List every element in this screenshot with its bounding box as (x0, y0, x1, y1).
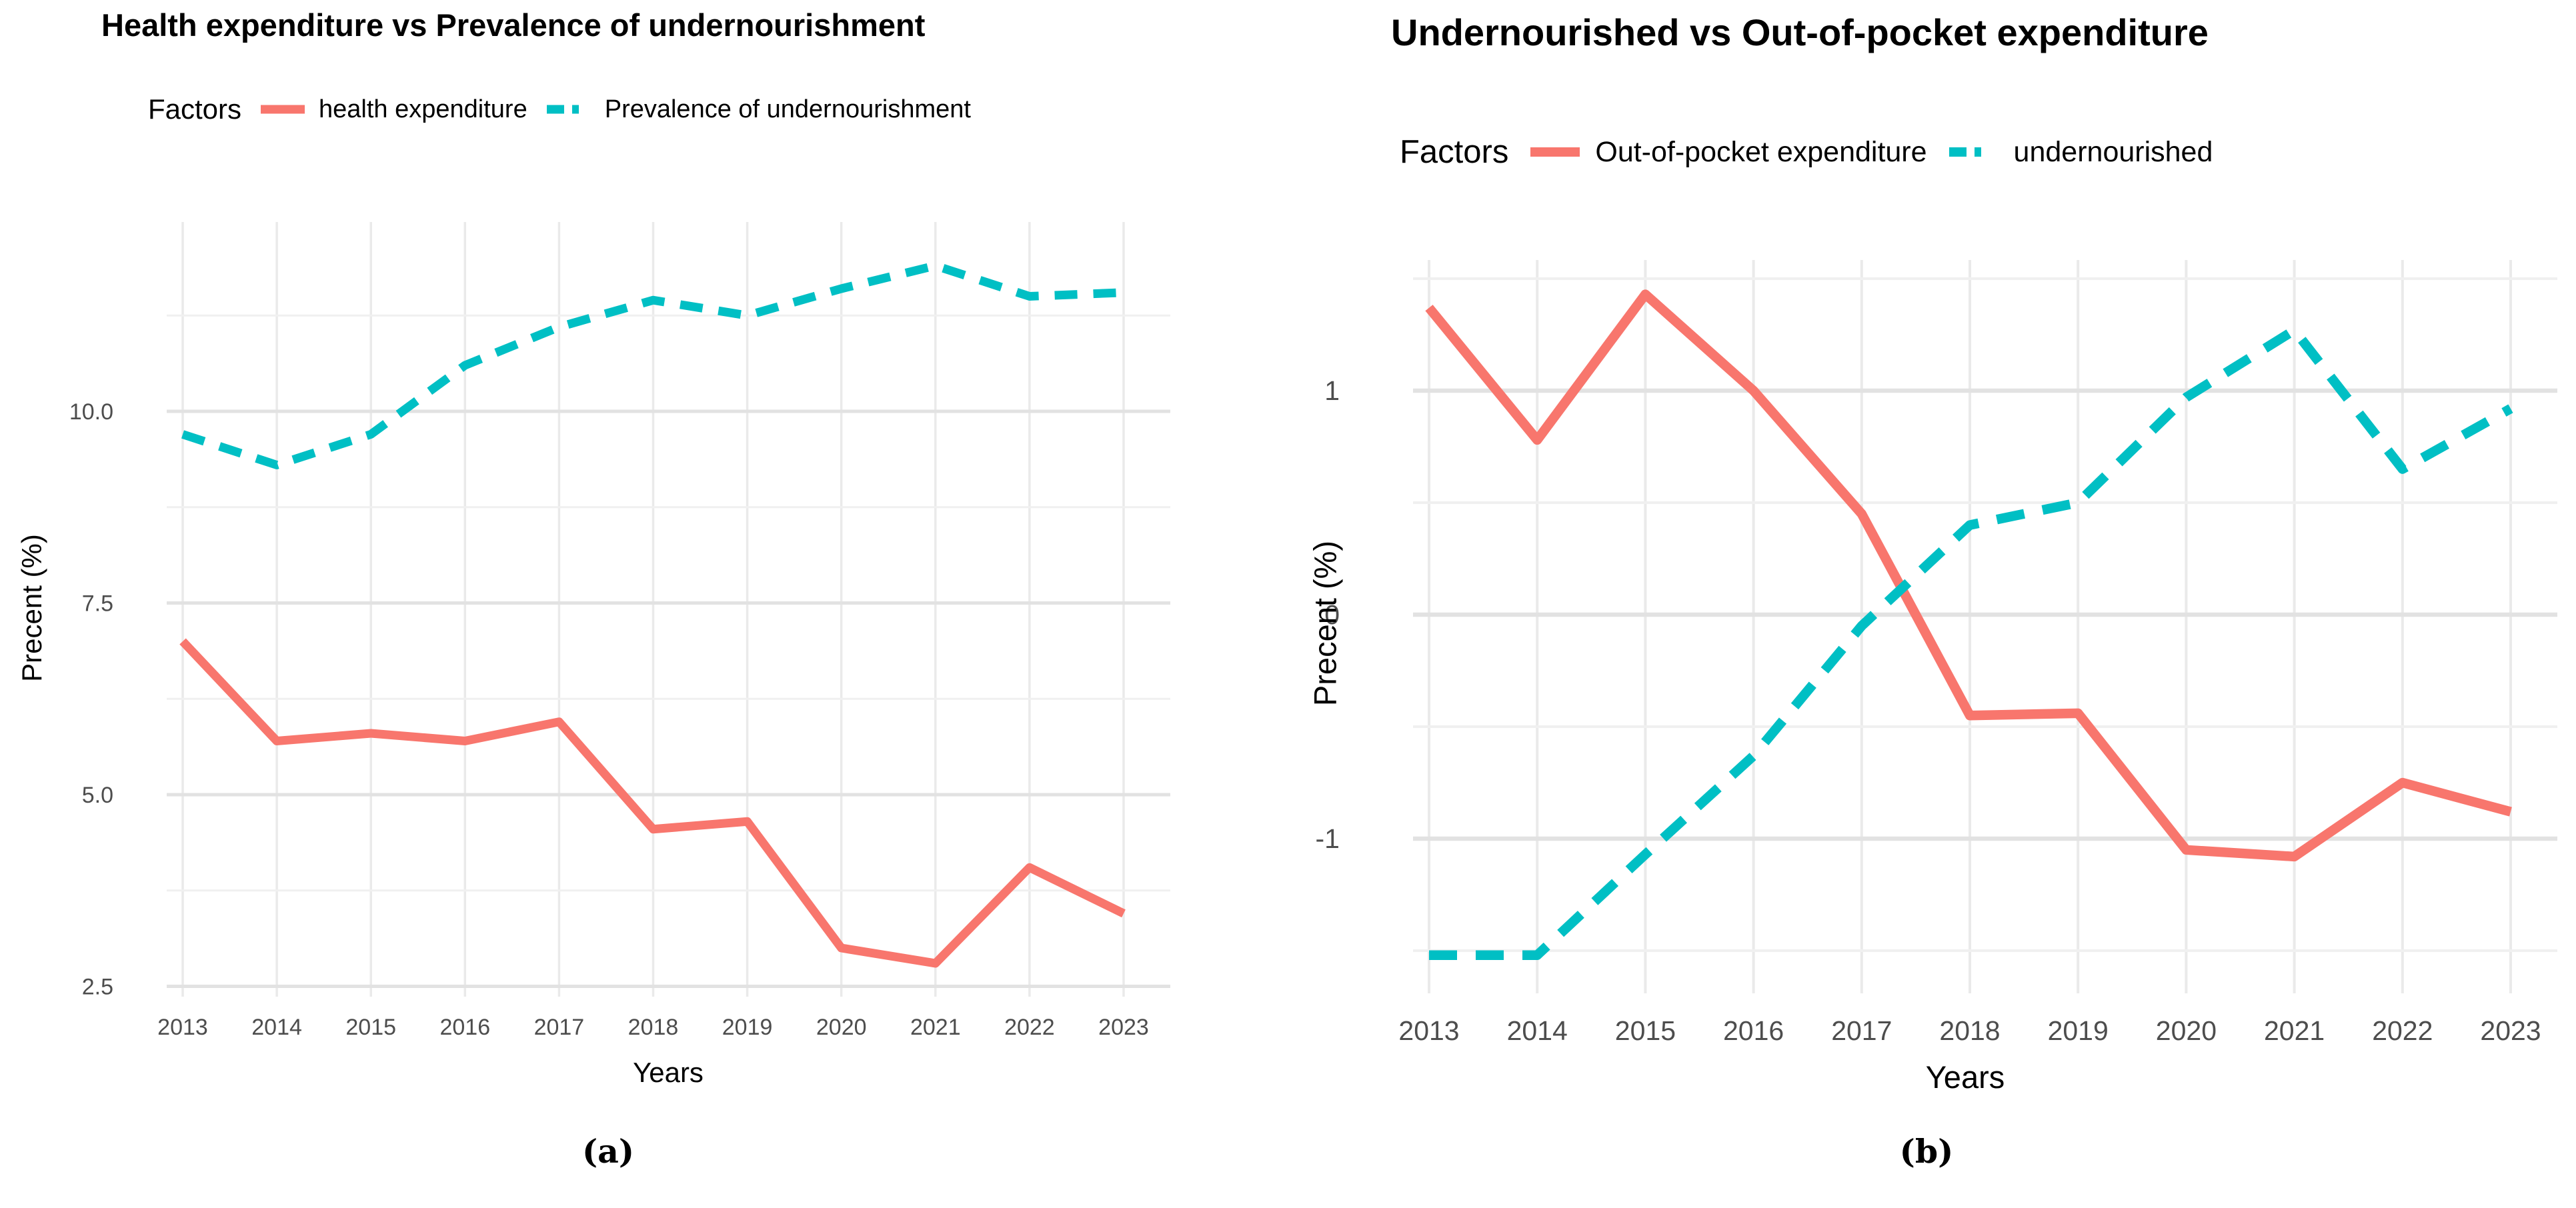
svg-text:-1: -1 (1316, 823, 1340, 854)
caption-b: (b) (1899, 1132, 1954, 1171)
svg-text:2023: 2023 (1098, 1015, 1149, 1040)
svg-text:2014: 2014 (1507, 1015, 1568, 1046)
legend-label: Out-of-pocket expenditure (1595, 135, 1927, 168)
svg-text:2013: 2013 (1398, 1015, 1459, 1046)
svg-text:2.5: 2.5 (82, 975, 113, 1000)
legend-item-health-expenditure: health expenditure (259, 95, 527, 124)
x-axis-title: Years (1925, 1059, 2005, 1095)
svg-text:1: 1 (1324, 375, 1340, 406)
svg-text:2015: 2015 (345, 1015, 396, 1040)
legend-key-solid-line-icon (261, 105, 305, 114)
svg-text:5.0: 5.0 (82, 783, 113, 808)
chart-b: Undernourished vs Out-of-pocket expendit… (1288, 0, 2576, 1208)
svg-text:2019: 2019 (2048, 1015, 2109, 1046)
chart-b-title: Undernourished vs Out-of-pocket expendit… (1391, 11, 2209, 53)
svg-text:10.0: 10.0 (69, 399, 113, 425)
svg-text:2013: 2013 (157, 1015, 208, 1040)
svg-text:2014: 2014 (251, 1015, 302, 1040)
plot-area-b: -1 0 1 2013 2014 2015 2016 2017 2018 2019 2020 2021… (1316, 260, 2557, 1046)
svg-text:2018: 2018 (628, 1015, 679, 1040)
svg-text:2018: 2018 (1939, 1015, 2000, 1046)
chart-b-legend: Factors Out-of-pocket expenditure undern… (1400, 133, 2213, 171)
svg-text:2020: 2020 (2156, 1015, 2217, 1046)
chart-a-title: Health expenditure vs Prevalence of unde… (101, 7, 926, 43)
svg-text:2022: 2022 (2372, 1015, 2433, 1046)
svg-text:2017: 2017 (534, 1015, 585, 1040)
svg-text:2021: 2021 (2264, 1015, 2325, 1046)
svg-text:2016: 2016 (1723, 1015, 1784, 1046)
svg-text:2020: 2020 (816, 1015, 867, 1040)
svg-text:2016: 2016 (439, 1015, 490, 1040)
caption-a: (a) (581, 1132, 635, 1171)
svg-text:2019: 2019 (722, 1015, 773, 1040)
legend-key-solid-line-icon (1530, 147, 1580, 157)
plot-area-a: 2.5 5.0 7.5 10.0 2013 2014 2015 2016 2017 2018 201… (69, 222, 1170, 1040)
legend-label: undernourished (2013, 135, 2213, 168)
y-axis-title: Precent (%) (16, 534, 47, 682)
svg-text:7.5: 7.5 (82, 591, 113, 617)
svg-text:2022: 2022 (1004, 1015, 1055, 1040)
legend-item-undernourished: undernourished (1947, 136, 2213, 169)
legend-key-dashed-line-icon (1949, 147, 1999, 157)
chart-a-legend: Factors health expenditure Prevalence of… (148, 93, 971, 125)
legend-label: health expenditure (319, 95, 527, 123)
legend-item-out-of-pocket-expenditure: Out-of-pocket expenditure (1528, 135, 1927, 169)
x-axis-title: Years (633, 1057, 704, 1088)
legend-title: Factors (148, 93, 242, 125)
legend-key-dashed-line-icon (546, 105, 591, 114)
legend-label: Prevalence of undernourishment (604, 95, 971, 123)
svg-text:2015: 2015 (1615, 1015, 1676, 1046)
svg-text:2017: 2017 (1831, 1015, 1892, 1046)
svg-text:2023: 2023 (2480, 1015, 2541, 1046)
legend-item-prevalence-undernourishment: Prevalence of undernourishment (545, 95, 971, 124)
chart-a: Health expenditure vs Prevalence of unde… (16, 7, 1170, 1171)
y-axis-title: Precent (%) (1307, 540, 1343, 707)
svg-text:2021: 2021 (910, 1015, 961, 1040)
legend-title: Factors (1400, 134, 1509, 170)
svg-text:0: 0 (1324, 599, 1340, 630)
